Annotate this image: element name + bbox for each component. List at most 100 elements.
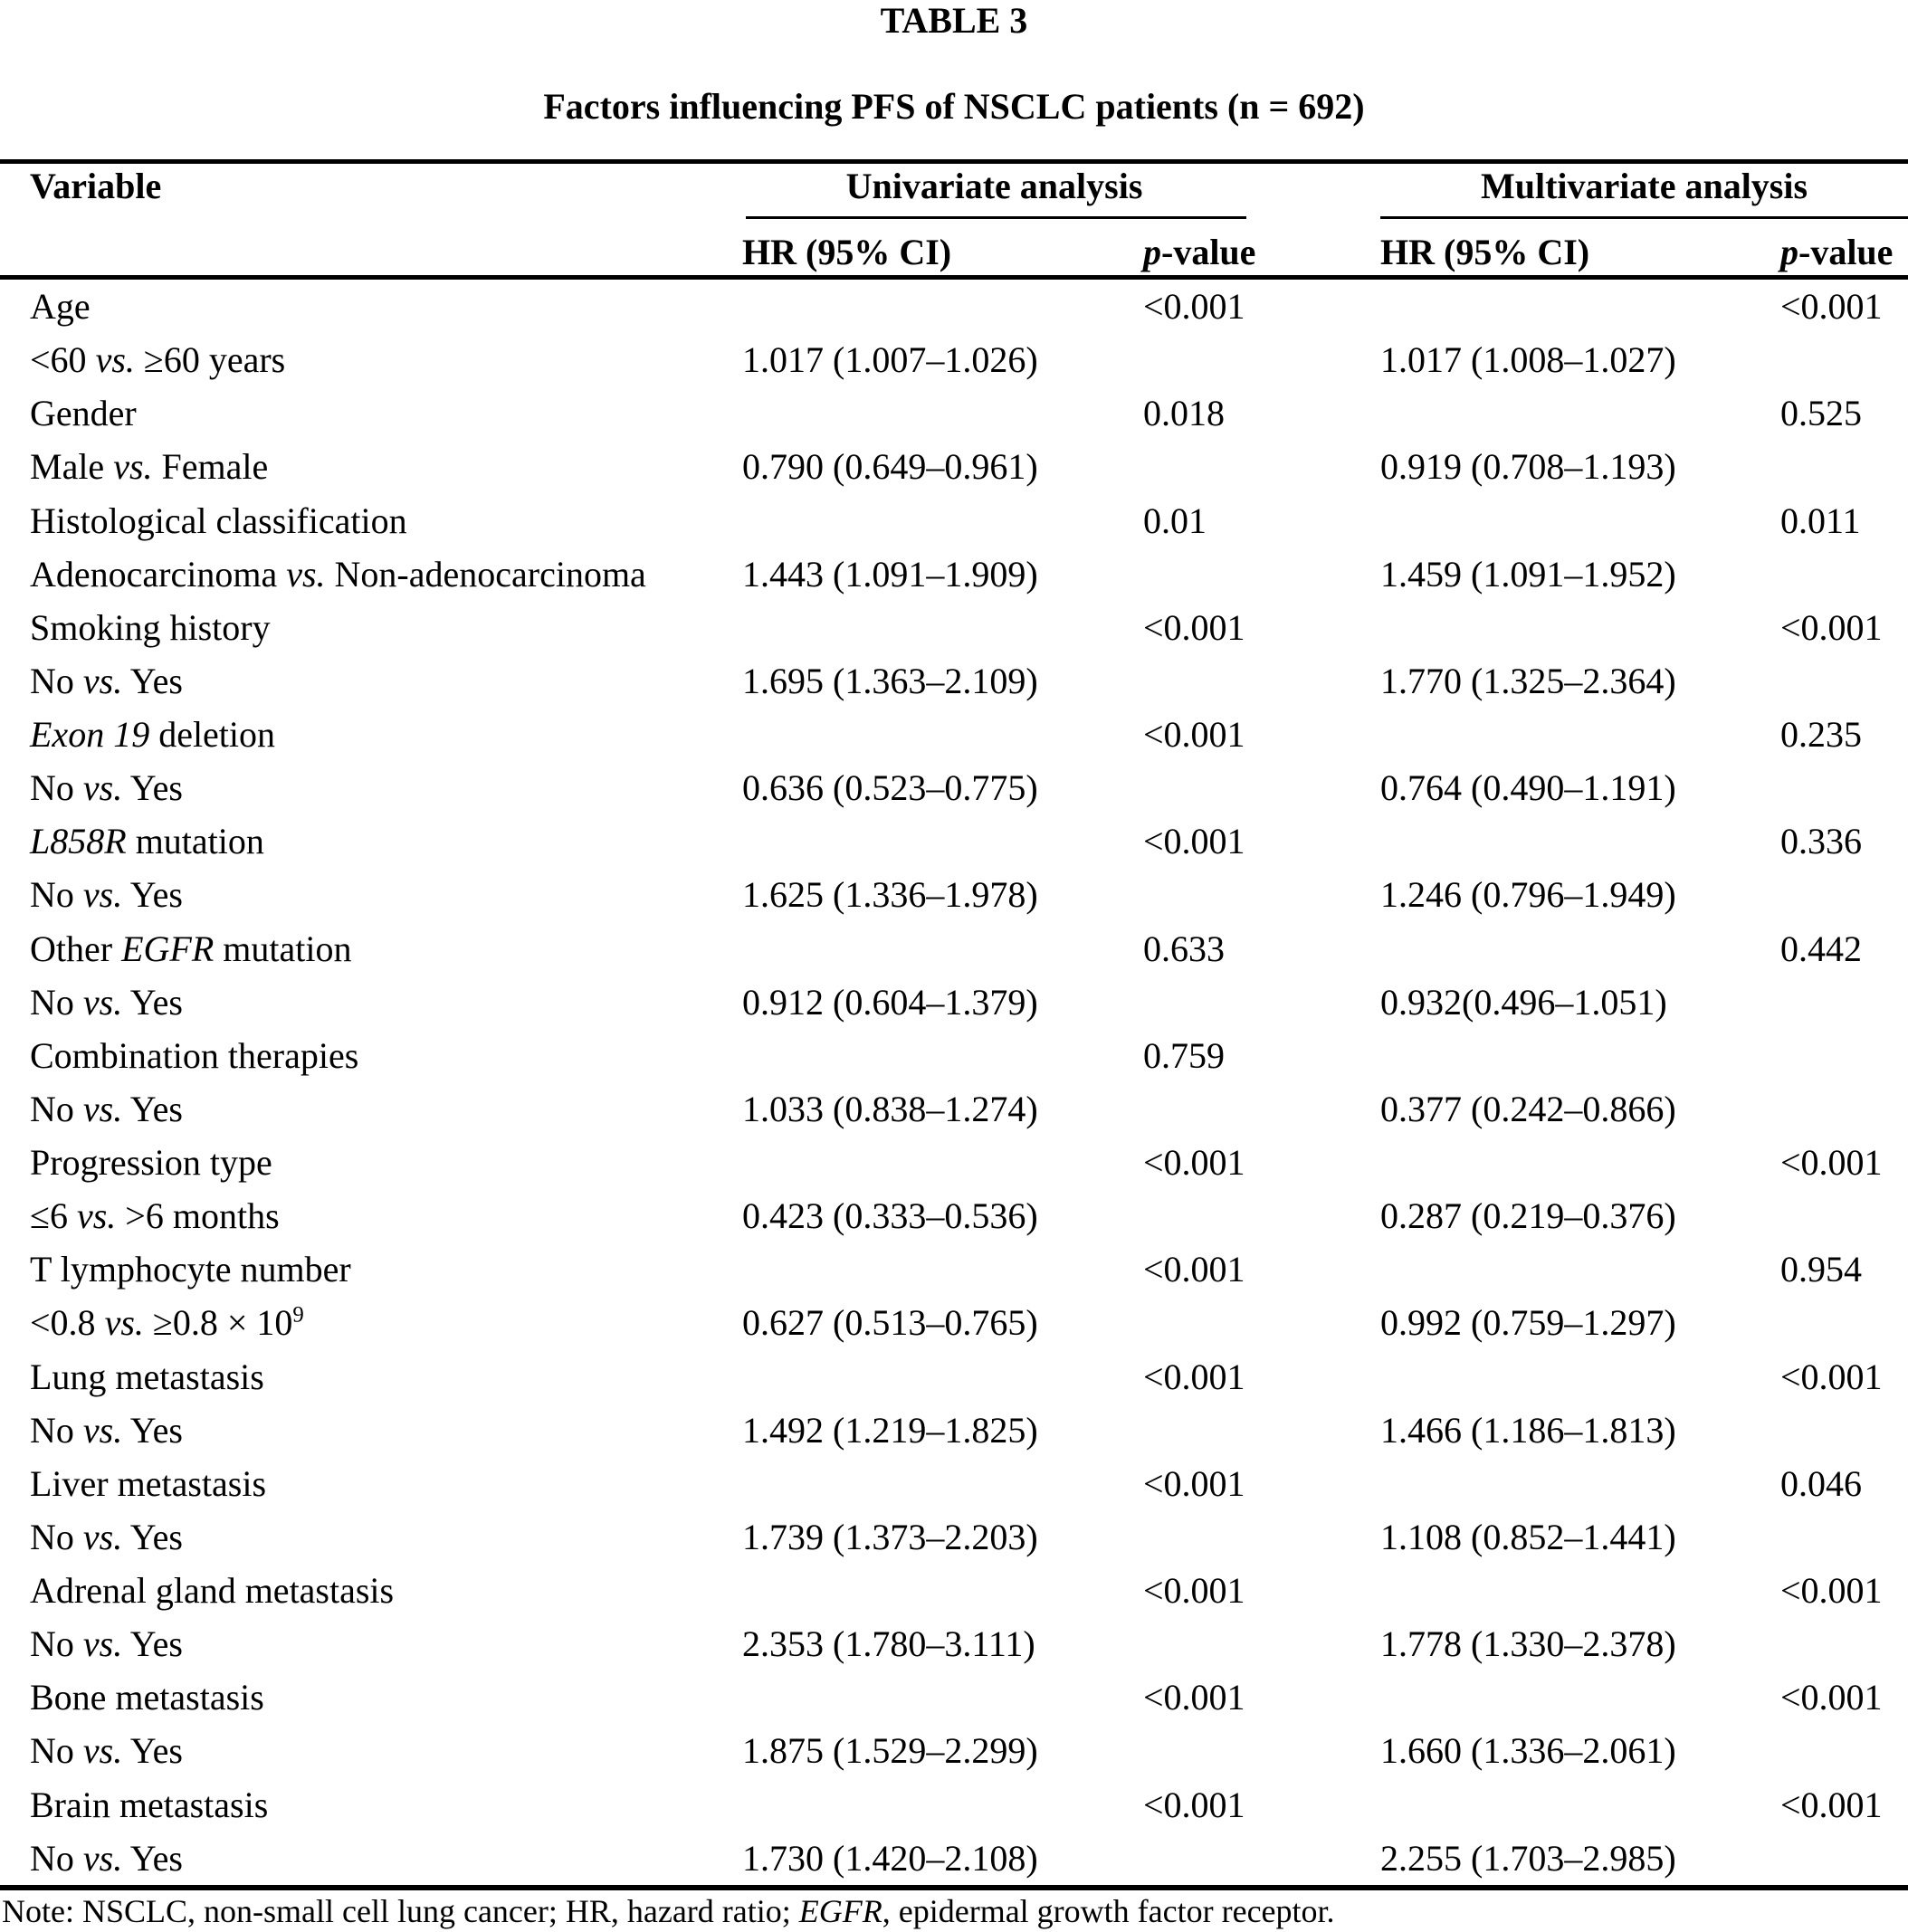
cell-multivariate-pvalue: 0.442 <box>1780 928 1862 969</box>
table-row: <0.8 vs. ≥0.8 × 109 0.627 (0.513–0.765) 0.… <box>0 1296 1908 1349</box>
cell-univariate-pvalue: <0.001 <box>1143 1570 1245 1612</box>
cell-multivariate-hr: 1.246 (0.796–1.949) <box>1380 874 1676 916</box>
table-row: Exon 19 deletion <0.001 0.235 <box>0 708 1908 761</box>
cell-multivariate-hr: 0.932(0.496–1.051) <box>1380 981 1667 1023</box>
cell-univariate-hr: 1.695 (1.363–2.109) <box>742 660 1038 701</box>
cell-univariate-hr: 1.739 (1.373–2.203) <box>742 1516 1038 1557</box>
cell-multivariate-hr: 1.459 (1.091–1.952) <box>1380 553 1676 595</box>
cell-variable: <60 vs. ≥60 years <box>30 339 286 381</box>
table-row: Histological classification 0.01 0.011 <box>0 494 1908 547</box>
cell-univariate-pvalue: 0.018 <box>1143 393 1225 434</box>
table-row: Liver metastasis <0.001 0.046 <box>0 1457 1908 1510</box>
header-row-columns: HR (95% CI) p-value HR (95% CI) p-value <box>0 228 1908 275</box>
cell-univariate-pvalue: <0.001 <box>1143 1356 1245 1397</box>
cell-univariate-pvalue: <0.001 <box>1143 1462 1245 1504</box>
cell-variable: Progression type <box>30 1142 272 1184</box>
cell-variable: No vs. Yes <box>30 660 183 701</box>
cell-univariate-hr: 0.627 (0.513–0.765) <box>742 1302 1038 1344</box>
table-row: No vs. Yes 1.625 (1.336–1.978) 1.246 (0.79… <box>0 868 1908 921</box>
table-row: Adrenal gland metastasis <0.001 <0.001 <box>0 1564 1908 1617</box>
cell-multivariate-hr: 1.660 (1.336–2.061) <box>1380 1730 1676 1772</box>
cell-variable: No vs. Yes <box>30 1730 183 1772</box>
table-row: Lung metastasis <0.001 <0.001 <box>0 1350 1908 1404</box>
cell-variable: Adenocarcinoma vs. Non-adenocarcinoma <box>30 553 646 595</box>
cell-variable: Liver metastasis <box>30 1462 267 1504</box>
cell-univariate-pvalue: <0.001 <box>1143 1142 1245 1184</box>
table-row: Smoking history <0.001 <0.001 <box>0 601 1908 654</box>
cell-univariate-pvalue: <0.001 <box>1143 1784 1245 1825</box>
cell-multivariate-pvalue: 0.235 <box>1780 714 1862 756</box>
table-row: Other EGFR mutation 0.633 0.442 <box>0 922 1908 976</box>
table-title: Factors influencing PFS of NSCLC patient… <box>543 86 1365 127</box>
col-header-multivariate-group: Multivariate analysis <box>1480 166 1808 206</box>
cell-variable: No vs. Yes <box>30 1623 183 1665</box>
cell-variable: Gender <box>30 393 137 434</box>
cell-multivariate-pvalue: <0.001 <box>1780 1142 1883 1184</box>
cell-multivariate-pvalue: <0.001 <box>1780 1677 1883 1718</box>
cell-univariate-hr: 0.912 (0.604–1.379) <box>742 981 1038 1023</box>
cell-variable: No vs. Yes <box>30 1516 183 1557</box>
bottom-rule <box>0 1885 1908 1890</box>
table-row: No vs. Yes 1.730 (1.420–2.108) 2.255 (1.70… <box>0 1832 1908 1885</box>
cell-variable: Other EGFR mutation <box>30 928 352 969</box>
cell-variable: No vs. Yes <box>30 1837 183 1879</box>
cell-multivariate-hr: 2.255 (1.703–2.985) <box>1380 1837 1676 1879</box>
cell-univariate-pvalue: <0.001 <box>1143 714 1245 756</box>
cell-variable: T lymphocyte number <box>30 1249 351 1290</box>
cell-variable: Histological classification <box>30 500 407 541</box>
cell-multivariate-pvalue: 0.954 <box>1780 1249 1862 1290</box>
cell-univariate-pvalue: <0.001 <box>1143 821 1245 862</box>
table-row: No vs. Yes 1.739 (1.373–2.203) 1.108 (0.85… <box>0 1510 1908 1564</box>
cell-univariate-pvalue: 0.633 <box>1143 928 1225 969</box>
table-row: No vs. Yes 1.695 (1.363–2.109) 1.770 (1.32… <box>0 654 1908 708</box>
cell-univariate-hr: 1.875 (1.529–2.299) <box>742 1730 1038 1772</box>
table-row: Adenocarcinoma vs. Non-adenocarcinoma 1.4… <box>0 547 1908 601</box>
table-row: No vs. Yes 1.875 (1.529–2.299) 1.660 (1.33… <box>0 1724 1908 1777</box>
cell-multivariate-hr: 1.770 (1.325–2.364) <box>1380 660 1676 701</box>
cell-multivariate-hr: 0.992 (0.759–1.297) <box>1380 1302 1676 1344</box>
cell-multivariate-hr: 1.017 (1.008–1.027) <box>1380 339 1676 381</box>
table-row: ≤6 vs. >6 months 0.423 (0.333–0.536) 0.287… <box>0 1189 1908 1242</box>
cell-univariate-hr: 1.492 (1.219–1.825) <box>742 1409 1038 1451</box>
cell-multivariate-pvalue: 0.046 <box>1780 1462 1862 1504</box>
table-row: Bone metastasis <0.001 <0.001 <box>0 1670 1908 1724</box>
table-row: Male vs. Female 0.790 (0.649–0.961) 0.919 … <box>0 440 1908 493</box>
cell-variable: Exon 19 deletion <box>30 714 276 756</box>
cell-univariate-pvalue: 0.01 <box>1143 500 1207 541</box>
cell-variable: Male vs. Female <box>30 446 269 488</box>
table-row: No vs. Yes 1.033 (0.838–1.274) 0.377 (0.24… <box>0 1082 1908 1136</box>
table-label: TABLE 3 <box>880 0 1028 41</box>
cell-variable: Age <box>30 286 91 328</box>
cell-variable: No vs. Yes <box>30 874 183 916</box>
cell-univariate-pvalue: <0.001 <box>1143 606 1245 648</box>
cell-multivariate-pvalue: 0.525 <box>1780 393 1862 434</box>
cell-multivariate-hr: 1.778 (1.330–2.378) <box>1380 1623 1676 1665</box>
col-header-univariate-pvalue: p-value <box>1143 231 1256 272</box>
cell-variable: Brain metastasis <box>30 1784 269 1825</box>
cell-variable: No vs. Yes <box>30 1088 183 1129</box>
cell-multivariate-pvalue: <0.001 <box>1780 1356 1883 1397</box>
cell-multivariate-pvalue: 0.011 <box>1780 500 1861 541</box>
col-header-multivariate-hr: HR (95% CI) <box>1380 231 1590 272</box>
cell-univariate-hr: 0.423 (0.333–0.536) <box>742 1195 1038 1237</box>
cell-univariate-hr: 1.033 (0.838–1.274) <box>742 1088 1038 1129</box>
cell-multivariate-pvalue: <0.001 <box>1780 1570 1883 1612</box>
cell-variable: No vs. Yes <box>30 767 183 809</box>
cell-univariate-hr: 1.625 (1.336–1.978) <box>742 874 1038 916</box>
cell-univariate-hr: 1.730 (1.420–2.108) <box>742 1837 1038 1879</box>
table-row: L858R mutation <0.001 0.336 <box>0 814 1908 868</box>
cell-variable: Lung metastasis <box>30 1356 264 1397</box>
cell-variable: Adrenal gland metastasis <box>30 1570 395 1612</box>
cell-multivariate-hr: 1.466 (1.186–1.813) <box>1380 1409 1676 1451</box>
col-header-variable: Variable <box>30 166 162 206</box>
cell-univariate-pvalue: <0.001 <box>1143 286 1245 328</box>
table-row: Combination therapies 0.759 <box>0 1029 1908 1082</box>
table-row: Progression type <0.001 <0.001 <box>0 1136 1908 1189</box>
col-header-multivariate-pvalue: p-value <box>1780 231 1894 272</box>
table-row: Age <0.001 <0.001 <box>0 280 1908 333</box>
table-row: <60 vs. ≥60 years 1.017 (1.007–1.026) 1.01… <box>0 333 1908 386</box>
cell-variable: No vs. Yes <box>30 1409 183 1451</box>
cell-multivariate-hr: 0.919 (0.708–1.193) <box>1380 446 1676 488</box>
table-row: No vs. Yes 1.492 (1.219–1.825) 1.466 (1.18… <box>0 1404 1908 1457</box>
